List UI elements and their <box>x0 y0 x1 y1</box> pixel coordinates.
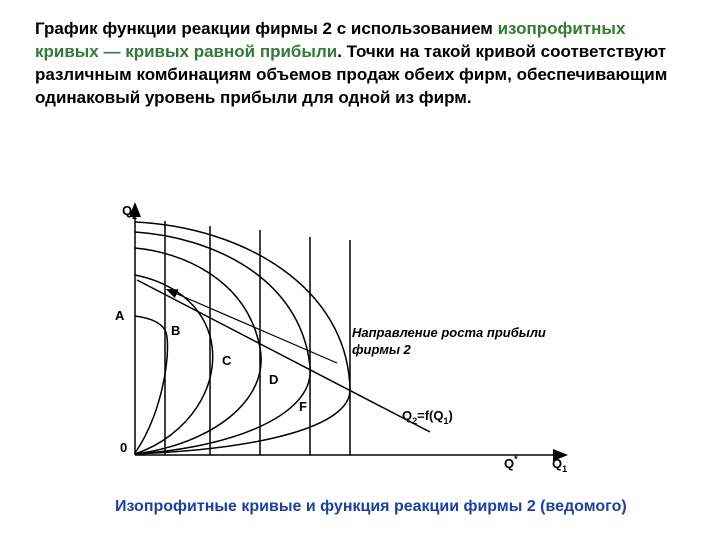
profit-growth-arrow <box>168 290 337 363</box>
isoprofit-curve <box>135 232 310 454</box>
point-label-c: C <box>222 353 232 368</box>
diagram-svg: Q2 Q1 0 Q* ABCDF Направление роста прибы… <box>0 0 720 540</box>
annotation-line1: Направление роста прибыли <box>352 325 546 340</box>
caption-text: Изопрофитные кривые и функция реакции фи… <box>115 498 627 516</box>
point-labels: A B C D F <box>115 308 307 414</box>
isoprofit-curves <box>135 222 350 454</box>
x-axis-label: Q1 <box>552 456 567 474</box>
origin-label: 0 <box>120 440 127 455</box>
point-label-d: D <box>269 372 278 387</box>
isoprofit-curve <box>135 275 213 454</box>
annotation-line2: фирмы 2 <box>352 342 412 357</box>
point-label-f: F <box>299 399 307 414</box>
reaction-func-label: Q2=f(Q1) <box>402 408 453 426</box>
isoprofit-curve <box>135 248 261 454</box>
q-star-label: Q* <box>504 454 518 471</box>
point-label-b: B <box>171 323 180 338</box>
isoprofit-curve <box>135 316 167 453</box>
point-label-a: A <box>115 308 125 323</box>
